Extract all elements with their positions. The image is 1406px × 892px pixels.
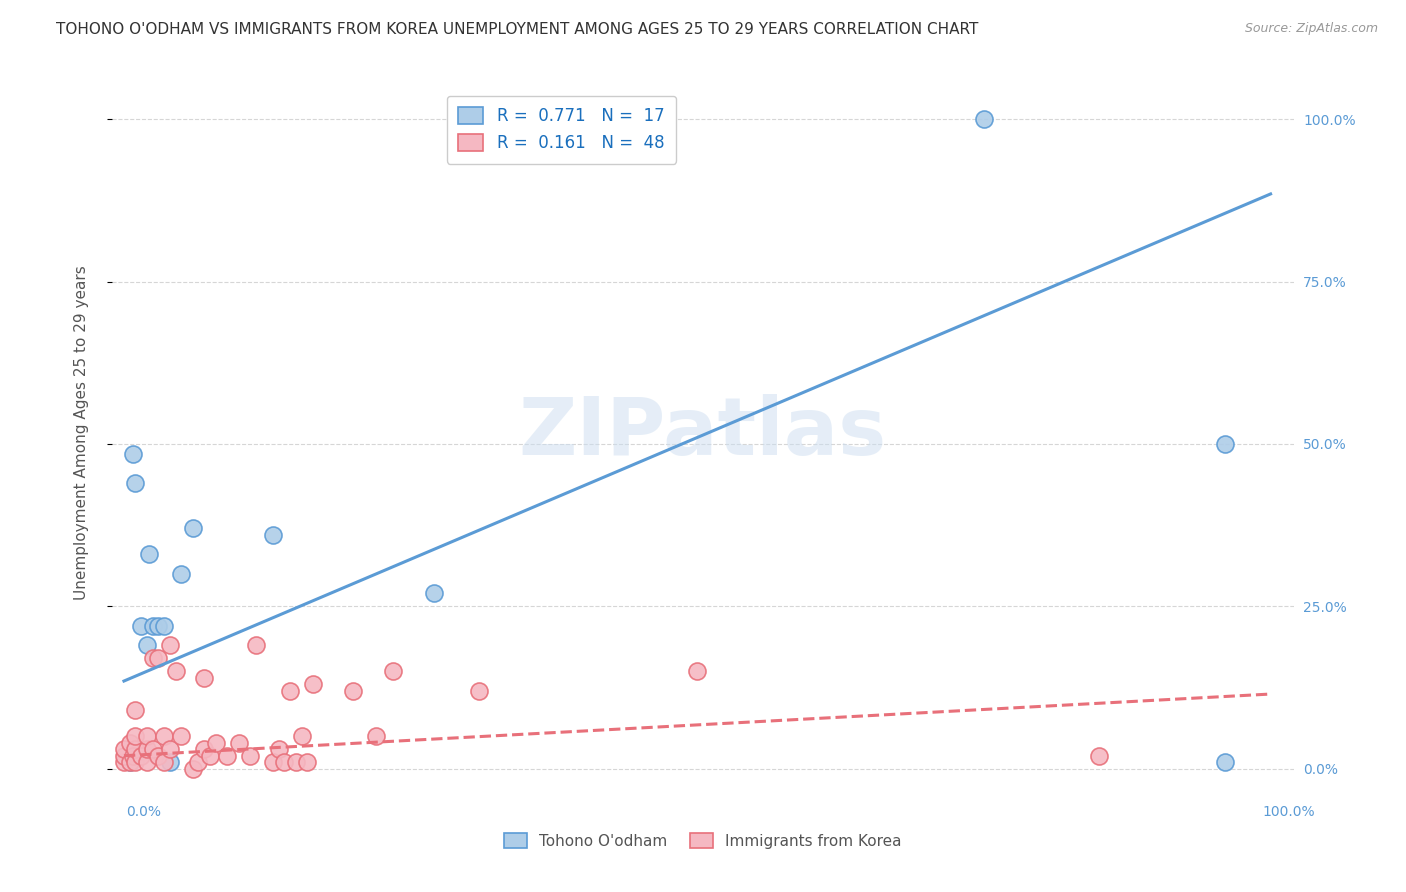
Point: [135, 756, 157, 770]
Point: [153, 756, 176, 770]
Point: [112, 756, 135, 770]
Point: [159, 638, 181, 652]
Point: [142, 742, 165, 756]
Point: [267, 742, 290, 756]
Legend: Tohono O'odham, Immigrants from Korea: Tohono O'odham, Immigrants from Korea: [498, 827, 908, 855]
Point: [165, 665, 187, 679]
Point: [181, 762, 204, 776]
Point: [382, 665, 405, 679]
Point: [129, 748, 152, 763]
Point: [193, 742, 215, 756]
Point: [1087, 748, 1109, 763]
Point: [124, 756, 146, 770]
Point: [153, 729, 176, 743]
Y-axis label: Unemployment Among Ages 25 to 29 years: Unemployment Among Ages 25 to 29 years: [75, 265, 89, 600]
Text: TOHONO O'ODHAM VS IMMIGRANTS FROM KOREA UNEMPLOYMENT AMONG AGES 25 TO 29 YEARS C: TOHONO O'ODHAM VS IMMIGRANTS FROM KOREA …: [56, 22, 979, 37]
Point: [468, 683, 491, 698]
Point: [124, 703, 146, 717]
Text: 100.0%: 100.0%: [1263, 805, 1315, 819]
Point: [148, 748, 170, 763]
Text: ZIPatlas: ZIPatlas: [519, 393, 887, 472]
Point: [1213, 756, 1236, 770]
Point: [118, 736, 141, 750]
Point: [1213, 437, 1236, 451]
Point: [122, 748, 145, 763]
Point: [273, 756, 295, 770]
Point: [302, 677, 325, 691]
Point: [204, 736, 226, 750]
Text: 0.0%: 0.0%: [127, 805, 162, 819]
Point: [366, 729, 388, 743]
Point: [170, 729, 193, 743]
Point: [135, 742, 157, 756]
Point: [297, 756, 319, 770]
Point: [129, 619, 152, 633]
Point: [142, 619, 165, 633]
Point: [181, 521, 204, 535]
Point: [135, 638, 157, 652]
Point: [118, 756, 141, 770]
Point: [170, 566, 193, 581]
Point: [159, 742, 181, 756]
Point: [278, 683, 301, 698]
Point: [193, 671, 215, 685]
Point: [217, 748, 239, 763]
Point: [422, 586, 444, 600]
Point: [124, 475, 146, 490]
Point: [262, 756, 284, 770]
Point: [198, 748, 221, 763]
Point: [148, 619, 170, 633]
Point: [342, 683, 364, 698]
Point: [245, 638, 267, 652]
Text: Source: ZipAtlas.com: Source: ZipAtlas.com: [1244, 22, 1378, 36]
Point: [124, 729, 146, 743]
Point: [135, 729, 157, 743]
Point: [187, 756, 209, 770]
Point: [148, 651, 170, 665]
Point: [973, 112, 995, 127]
Point: [228, 736, 250, 750]
Point: [142, 651, 165, 665]
Point: [138, 548, 160, 562]
Point: [124, 742, 146, 756]
Point: [118, 756, 141, 770]
Point: [122, 447, 145, 461]
Point: [112, 748, 135, 763]
Point: [686, 665, 709, 679]
Point: [262, 528, 284, 542]
Point: [284, 756, 307, 770]
Point: [112, 742, 135, 756]
Point: [153, 619, 176, 633]
Point: [239, 748, 262, 763]
Point: [159, 756, 181, 770]
Point: [291, 729, 314, 743]
